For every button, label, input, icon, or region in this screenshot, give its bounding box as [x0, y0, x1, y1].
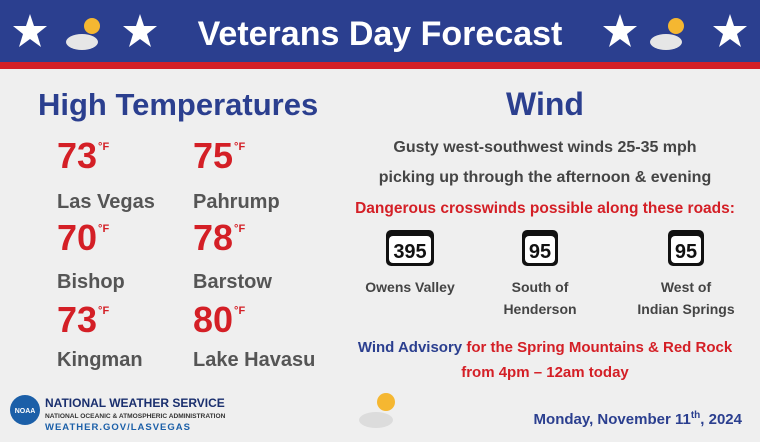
temp-value: 73 — [57, 299, 97, 340]
wind-description: picking up through the afternoon & eveni… — [379, 169, 711, 186]
route-shield-inner — [671, 236, 701, 263]
city: Bishop — [57, 271, 125, 293]
city: Kingman — [57, 349, 143, 371]
advisory: Wind Advisory for the Spring Mountains &… — [358, 339, 733, 356]
date: Monday, November 11th, 2024 — [534, 410, 743, 428]
route-label: Owens Valley — [365, 279, 455, 295]
wind-description: Gusty west-southwest winds 25-35 mph — [393, 139, 696, 156]
advisory-time: from 4pm – 12am today — [461, 364, 629, 381]
parent-agency: NATIONAL OCEANIC & ATMOSPHERIC ADMINISTR… — [45, 413, 226, 420]
route-number: 395 — [393, 241, 426, 263]
date-main: Monday, November 11 — [534, 411, 691, 428]
advisory-area: for the Spring Mountains & Red Rock — [466, 339, 732, 356]
url: WEATHER.GOV/LASVEGAS — [45, 422, 191, 433]
route-label: West of — [661, 279, 712, 295]
city: Barstow — [193, 271, 272, 293]
route-label: South of — [512, 279, 569, 295]
temp-unit: °F — [234, 141, 245, 153]
header-band — [0, 0, 760, 62]
header-title: Veterans Day Forecast — [198, 15, 563, 53]
temp-value: 80 — [193, 299, 233, 340]
temp-unit: °F — [234, 223, 245, 235]
route-label: Henderson — [503, 301, 576, 317]
route-label: Indian Springs — [637, 301, 734, 317]
temp-value: 73 — [57, 135, 97, 176]
temp-value: 70 — [57, 217, 97, 258]
city: Lake Havasu — [193, 349, 315, 371]
date-suffix: th — [691, 410, 700, 421]
sun-cloud-icons — [66, 18, 684, 428]
wind-title: Wind — [506, 86, 584, 122]
nws-logo: NOAA NATIONAL WEATHER SERVICE NATIONAL O… — [10, 395, 226, 433]
route-number: 95 — [675, 241, 697, 263]
agency: NATIONAL WEATHER SERVICE — [45, 396, 225, 410]
logo-text: NOAA — [15, 408, 36, 415]
city: Pahrump — [193, 191, 280, 213]
stars — [13, 14, 747, 47]
route-shield-inner — [525, 236, 555, 263]
city: Las Vegas — [57, 191, 155, 213]
temp-unit: °F — [98, 305, 109, 317]
temp-unit: °F — [234, 305, 245, 317]
temp-unit: °F — [98, 141, 109, 153]
advisory-name: Wind Advisory — [358, 339, 463, 356]
temp-value: 78 — [193, 217, 233, 258]
route-number: 95 — [529, 241, 551, 263]
wind-warning: Dangerous crosswinds possible along thes… — [355, 200, 735, 217]
route-shield-inner — [389, 236, 431, 263]
date-year: , 2024 — [700, 411, 742, 428]
header-stripe — [0, 62, 760, 69]
temp-unit: °F — [98, 223, 109, 235]
temp-value: 75 — [193, 135, 233, 176]
temps-title: High Temperatures — [38, 87, 318, 122]
